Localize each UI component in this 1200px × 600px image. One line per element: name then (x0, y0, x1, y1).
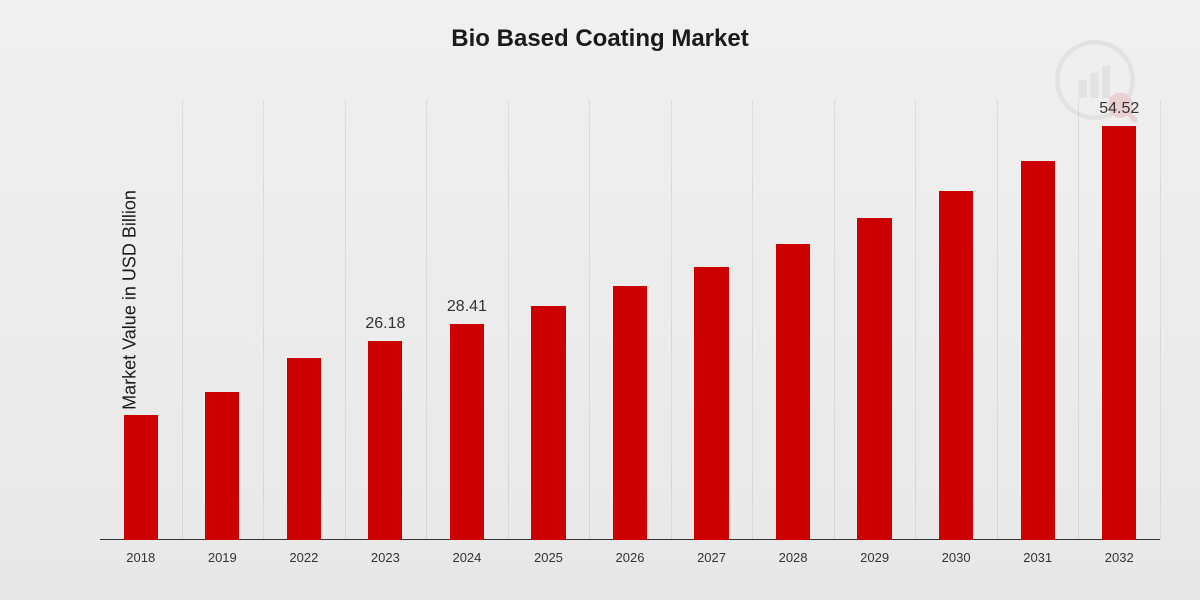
x-tick-label: 2029 (860, 550, 889, 565)
chart-title: Bio Based Coating Market (451, 25, 748, 53)
bar (857, 218, 891, 540)
x-tick-label: 2026 (616, 550, 645, 565)
x-tick-label: 2028 (779, 550, 808, 565)
bar-value-label: 54.52 (1099, 100, 1139, 118)
gridline (508, 100, 509, 540)
bar (939, 191, 973, 540)
bar (776, 244, 810, 540)
bar (124, 415, 158, 540)
chart-container: Bio Based Coating Market Market Value in… (0, 0, 1200, 600)
gridline (589, 100, 590, 540)
x-tick-label: 2019 (208, 550, 237, 565)
gridline (915, 100, 916, 540)
gridline (426, 100, 427, 540)
gridline (1160, 100, 1161, 540)
x-tick-label: 2018 (126, 550, 155, 565)
bar-value-label: 28.41 (447, 298, 487, 316)
bar (1021, 161, 1055, 540)
x-tick-label: 2022 (289, 550, 318, 565)
bar (531, 306, 565, 540)
bar (1102, 126, 1136, 540)
gridline (752, 100, 753, 540)
gridline (671, 100, 672, 540)
x-tick-label: 2030 (942, 550, 971, 565)
plot-area: 20182019202226.18202328.4120242025202620… (100, 100, 1160, 540)
x-tick-label: 2032 (1105, 550, 1134, 565)
x-tick-label: 2031 (1023, 550, 1052, 565)
gridline (345, 100, 346, 540)
bar (613, 286, 647, 540)
bar-value-label: 26.18 (365, 315, 405, 333)
x-tick-label: 2025 (534, 550, 563, 565)
gridline (834, 100, 835, 540)
x-tick-label: 2027 (697, 550, 726, 565)
x-tick-label: 2024 (452, 550, 481, 565)
gridline (997, 100, 998, 540)
gridline (263, 100, 264, 540)
bar (450, 324, 484, 540)
x-tick-label: 2023 (371, 550, 400, 565)
bar (205, 392, 239, 540)
bar (287, 358, 321, 540)
gridline (182, 100, 183, 540)
bar (368, 341, 402, 540)
gridline (1078, 100, 1079, 540)
bar (694, 267, 728, 540)
